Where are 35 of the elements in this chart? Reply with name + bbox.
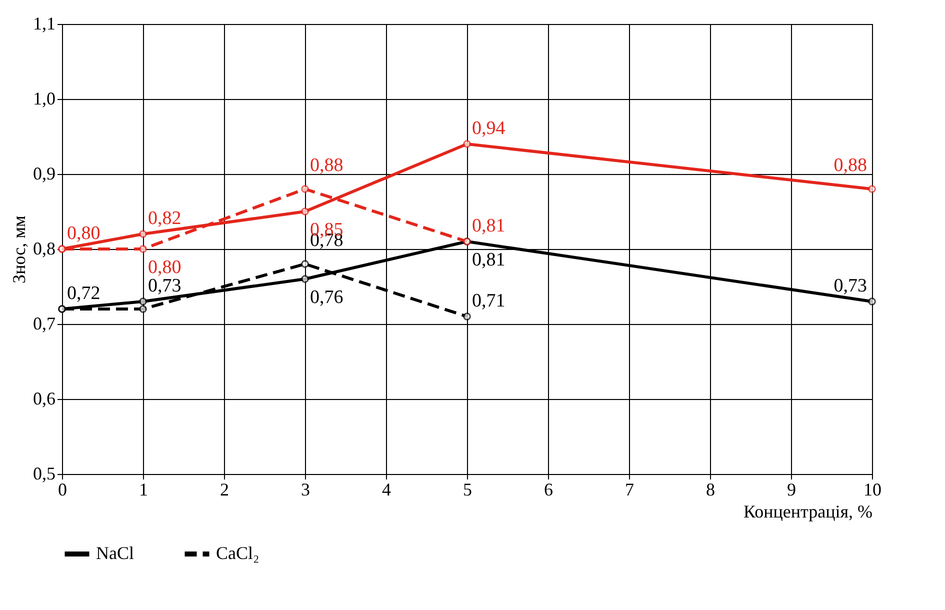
data-label: 0,76 [310,287,344,308]
y-tick-label: 0,6 [33,388,56,408]
x-tick-label: 2 [220,480,229,500]
legend-label: NaCl [96,543,134,563]
data-label: 0,94 [472,118,506,139]
data-label: 0,73 [834,276,867,296]
data-label: 0,72 [67,283,100,304]
data-label: 0,80 [67,223,100,244]
x-tick-label: 6 [544,480,553,500]
y-tick-label: 0,5 [33,464,56,484]
x-tick-label: 3 [301,480,310,500]
data-label: 0,88 [310,155,344,176]
x-tick-label: 5 [463,480,472,500]
x-tick-label: 0 [58,480,67,500]
data-label: 0,88 [834,155,867,176]
x-axis-title: Концентрація, % [744,502,872,522]
x-tick-label: 8 [706,480,715,500]
x-tick-label: 7 [625,480,634,500]
data-label: 0,82 [148,208,182,229]
y-tick-label: 1,0 [33,88,56,108]
data-label: 0,80 [148,257,182,278]
y-tick-label: 0,7 [33,314,56,334]
legend-label: CaCl₂ [216,543,260,563]
x-tick-label: 4 [382,480,391,500]
y-tick-label: 1,1 [33,14,56,34]
x-tick-label: 10 [864,480,882,500]
data-label: 0,71 [472,290,506,312]
y-tick-label: 0,8 [33,238,56,258]
data-label: 0,81 [472,216,506,236]
y-axis-title: Знос, мм [9,216,29,284]
data-label: 0,81 [472,250,506,270]
x-tick-label: 9 [787,480,796,500]
y-tick-label: 0,9 [33,164,56,184]
x-tick-label: 1 [139,480,148,500]
data-label: 0,73 [148,276,182,296]
